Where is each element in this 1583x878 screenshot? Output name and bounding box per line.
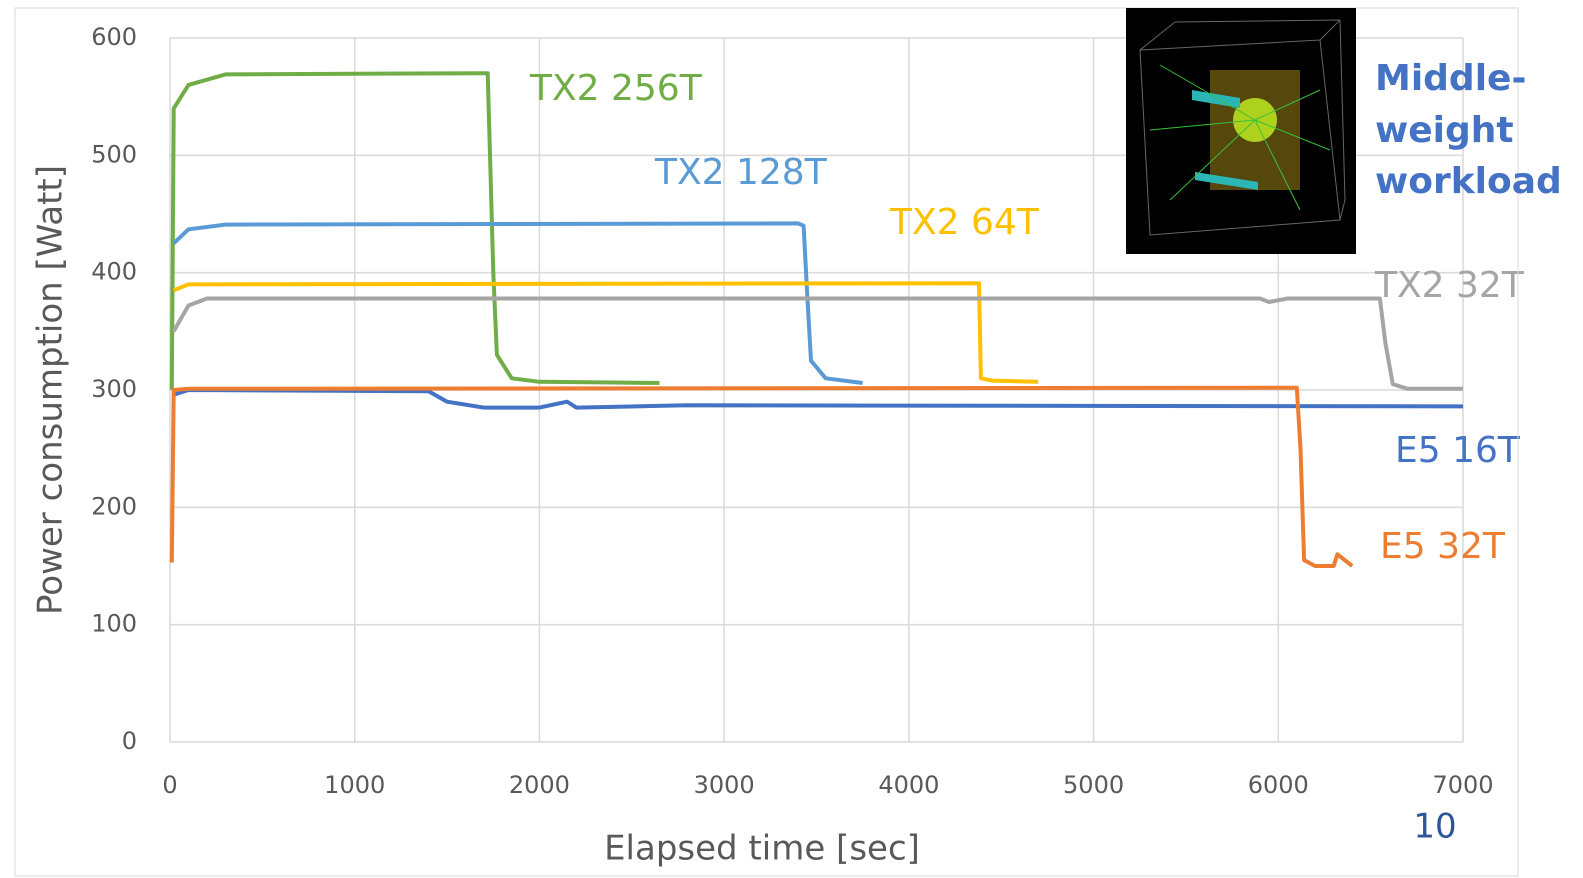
annotation-line: weight [1375, 110, 1514, 151]
chart-frame [14, 7, 1519, 877]
y-tick-label: 600 [91, 23, 137, 51]
y-tick-label: 100 [91, 610, 137, 638]
inset-image [1126, 8, 1356, 254]
series-line [169, 71, 660, 391]
series-label: E5 32T [1380, 526, 1506, 567]
series-label: TX2 32T [1374, 265, 1525, 306]
series-label: E5 16T [1395, 430, 1521, 471]
x-tick-label: 3000 [694, 771, 755, 799]
page-number: 10 [1413, 807, 1456, 847]
series-line [172, 221, 863, 385]
y-tick-label: 300 [91, 375, 137, 403]
x-tick-label: 7000 [1432, 771, 1493, 799]
series-label: TX2 64T [889, 202, 1040, 243]
y-tick-label: 500 [91, 140, 137, 168]
annotation-line: workload [1375, 161, 1562, 202]
y-tick-label: 200 [91, 492, 137, 520]
y-tick-label: 400 [91, 258, 137, 286]
series-label: TX2 256T [529, 68, 703, 109]
y-tick-label: 0 [122, 727, 137, 755]
series-label: TX2 128T [654, 152, 828, 193]
series-line [172, 281, 1039, 384]
x-tick-label: 0 [162, 771, 177, 799]
series-line [173, 388, 1464, 410]
series-line [171, 296, 1463, 391]
annotation-line: Middle- [1375, 58, 1526, 99]
x-tick-label: 6000 [1248, 771, 1309, 799]
x-tick-label: 2000 [509, 771, 570, 799]
y-axis-title: Power consumption [Watt] [31, 165, 71, 615]
x-tick-label: 1000 [324, 771, 385, 799]
x-tick-label: 5000 [1063, 771, 1124, 799]
series-line [169, 385, 1354, 568]
x-tick-label: 4000 [878, 771, 939, 799]
x-axis-title: Elapsed time [sec] [604, 829, 920, 869]
